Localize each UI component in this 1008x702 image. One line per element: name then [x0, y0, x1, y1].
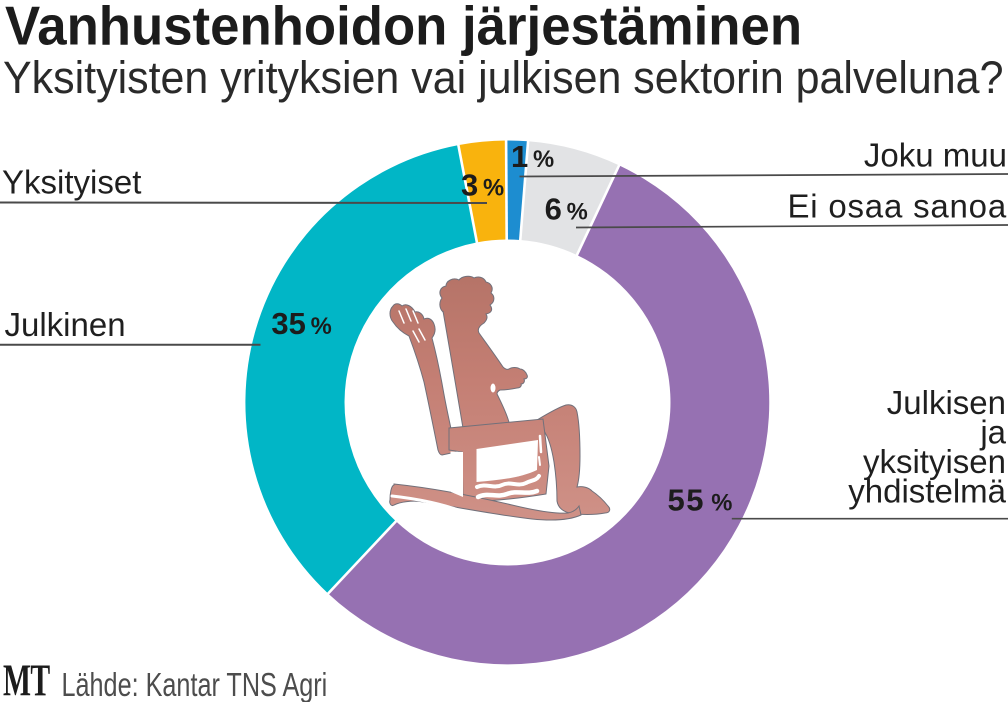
svg-text:Julkinen: Julkinen [5, 306, 126, 343]
svg-text:Joku muu: Joku muu [864, 136, 1007, 173]
svg-text:Lähde: Kantar TNS Agri: Lähde: Kantar TNS Agri [62, 667, 328, 702]
svg-text:MT: MT [3, 657, 50, 702]
svg-text:ja: ja [979, 414, 1006, 451]
svg-text:Julkisen: Julkisen [887, 384, 1006, 421]
svg-text:Vanhustenhoidon järjestäminen: Vanhustenhoidon järjestäminen [5, 0, 802, 57]
svg-text:yksityisen: yksityisen [863, 443, 1006, 480]
svg-text:Yksityisten yrityksien vai jul: Yksityisten yrityksien vai julkisen sekt… [3, 53, 1003, 103]
svg-text:Ei osaa sanoa: Ei osaa sanoa [787, 188, 1007, 225]
svg-text:Yksityiset: Yksityiset [2, 164, 141, 201]
svg-text:yhdistelmä: yhdistelmä [848, 473, 1006, 510]
